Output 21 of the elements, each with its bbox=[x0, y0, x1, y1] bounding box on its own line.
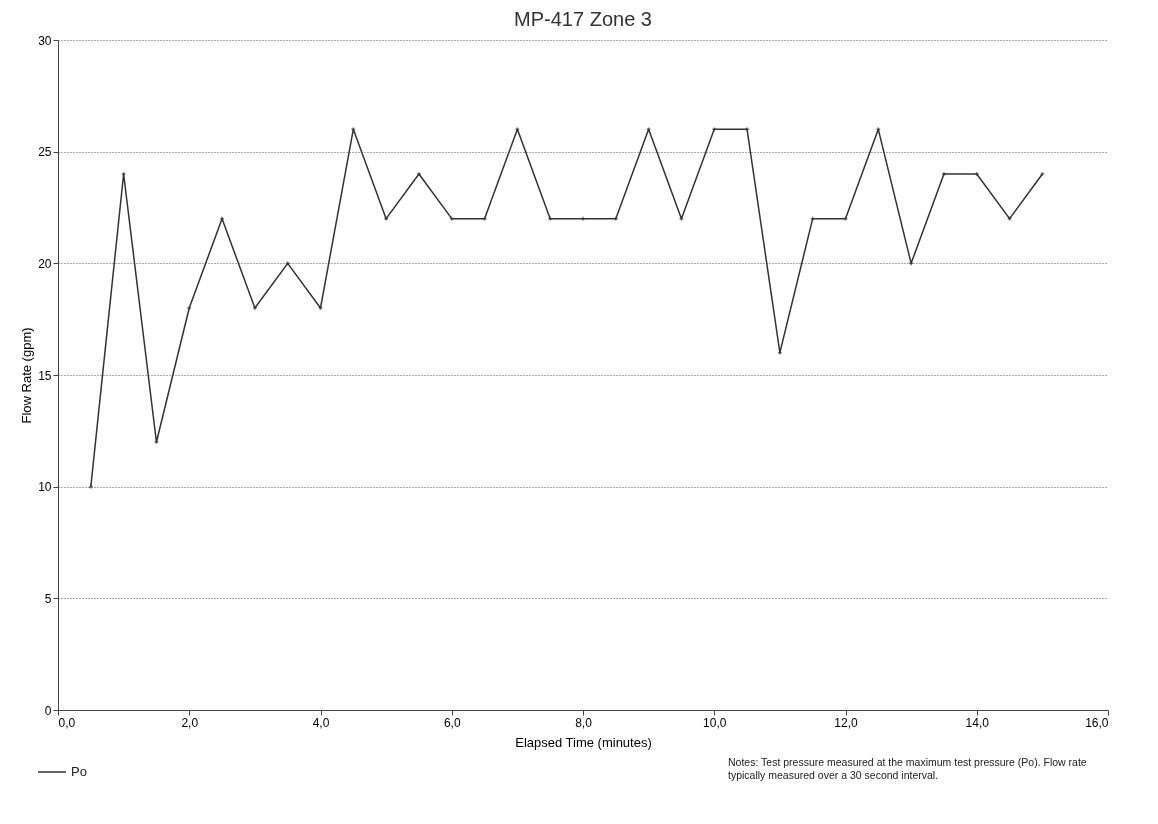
legend-label: Po bbox=[71, 764, 87, 779]
x-tick-label: 14,0 bbox=[965, 715, 990, 730]
y-tick-label: 0 bbox=[44, 703, 52, 718]
y-tick-label: 5 bbox=[44, 591, 52, 606]
y-tick-label: 25 bbox=[38, 145, 52, 160]
x-tick-label: 16,0 bbox=[1085, 715, 1109, 730]
y-axis-title: Flow Rate (gpm) bbox=[19, 327, 35, 424]
x-tick-label: 12,0 bbox=[834, 715, 858, 730]
text: Notes: Test pressure measured at the maximum test pressure (Po). Flow rate typically measured over a 30 second interval. bbox=[728, 756, 1087, 781]
x-tick-label: 0,0 bbox=[58, 715, 76, 730]
y-tick-label: 10 bbox=[38, 480, 52, 495]
y-tick-label: 15 bbox=[38, 368, 52, 383]
y-tick-label: 20 bbox=[38, 256, 52, 271]
x-tick-label: 10,0 bbox=[703, 715, 727, 730]
x-tick-label: 2,0 bbox=[181, 715, 199, 730]
chart-title: MP-417 Zone 3 bbox=[514, 8, 652, 30]
y-tick-label: 30 bbox=[38, 33, 52, 48]
x-tick-label: 6,0 bbox=[443, 715, 461, 730]
x-axis-title: Elapsed Time (minutes) bbox=[515, 734, 652, 750]
x-tick-label: 4,0 bbox=[312, 715, 330, 730]
x-tick-label: 8,0 bbox=[575, 715, 593, 730]
